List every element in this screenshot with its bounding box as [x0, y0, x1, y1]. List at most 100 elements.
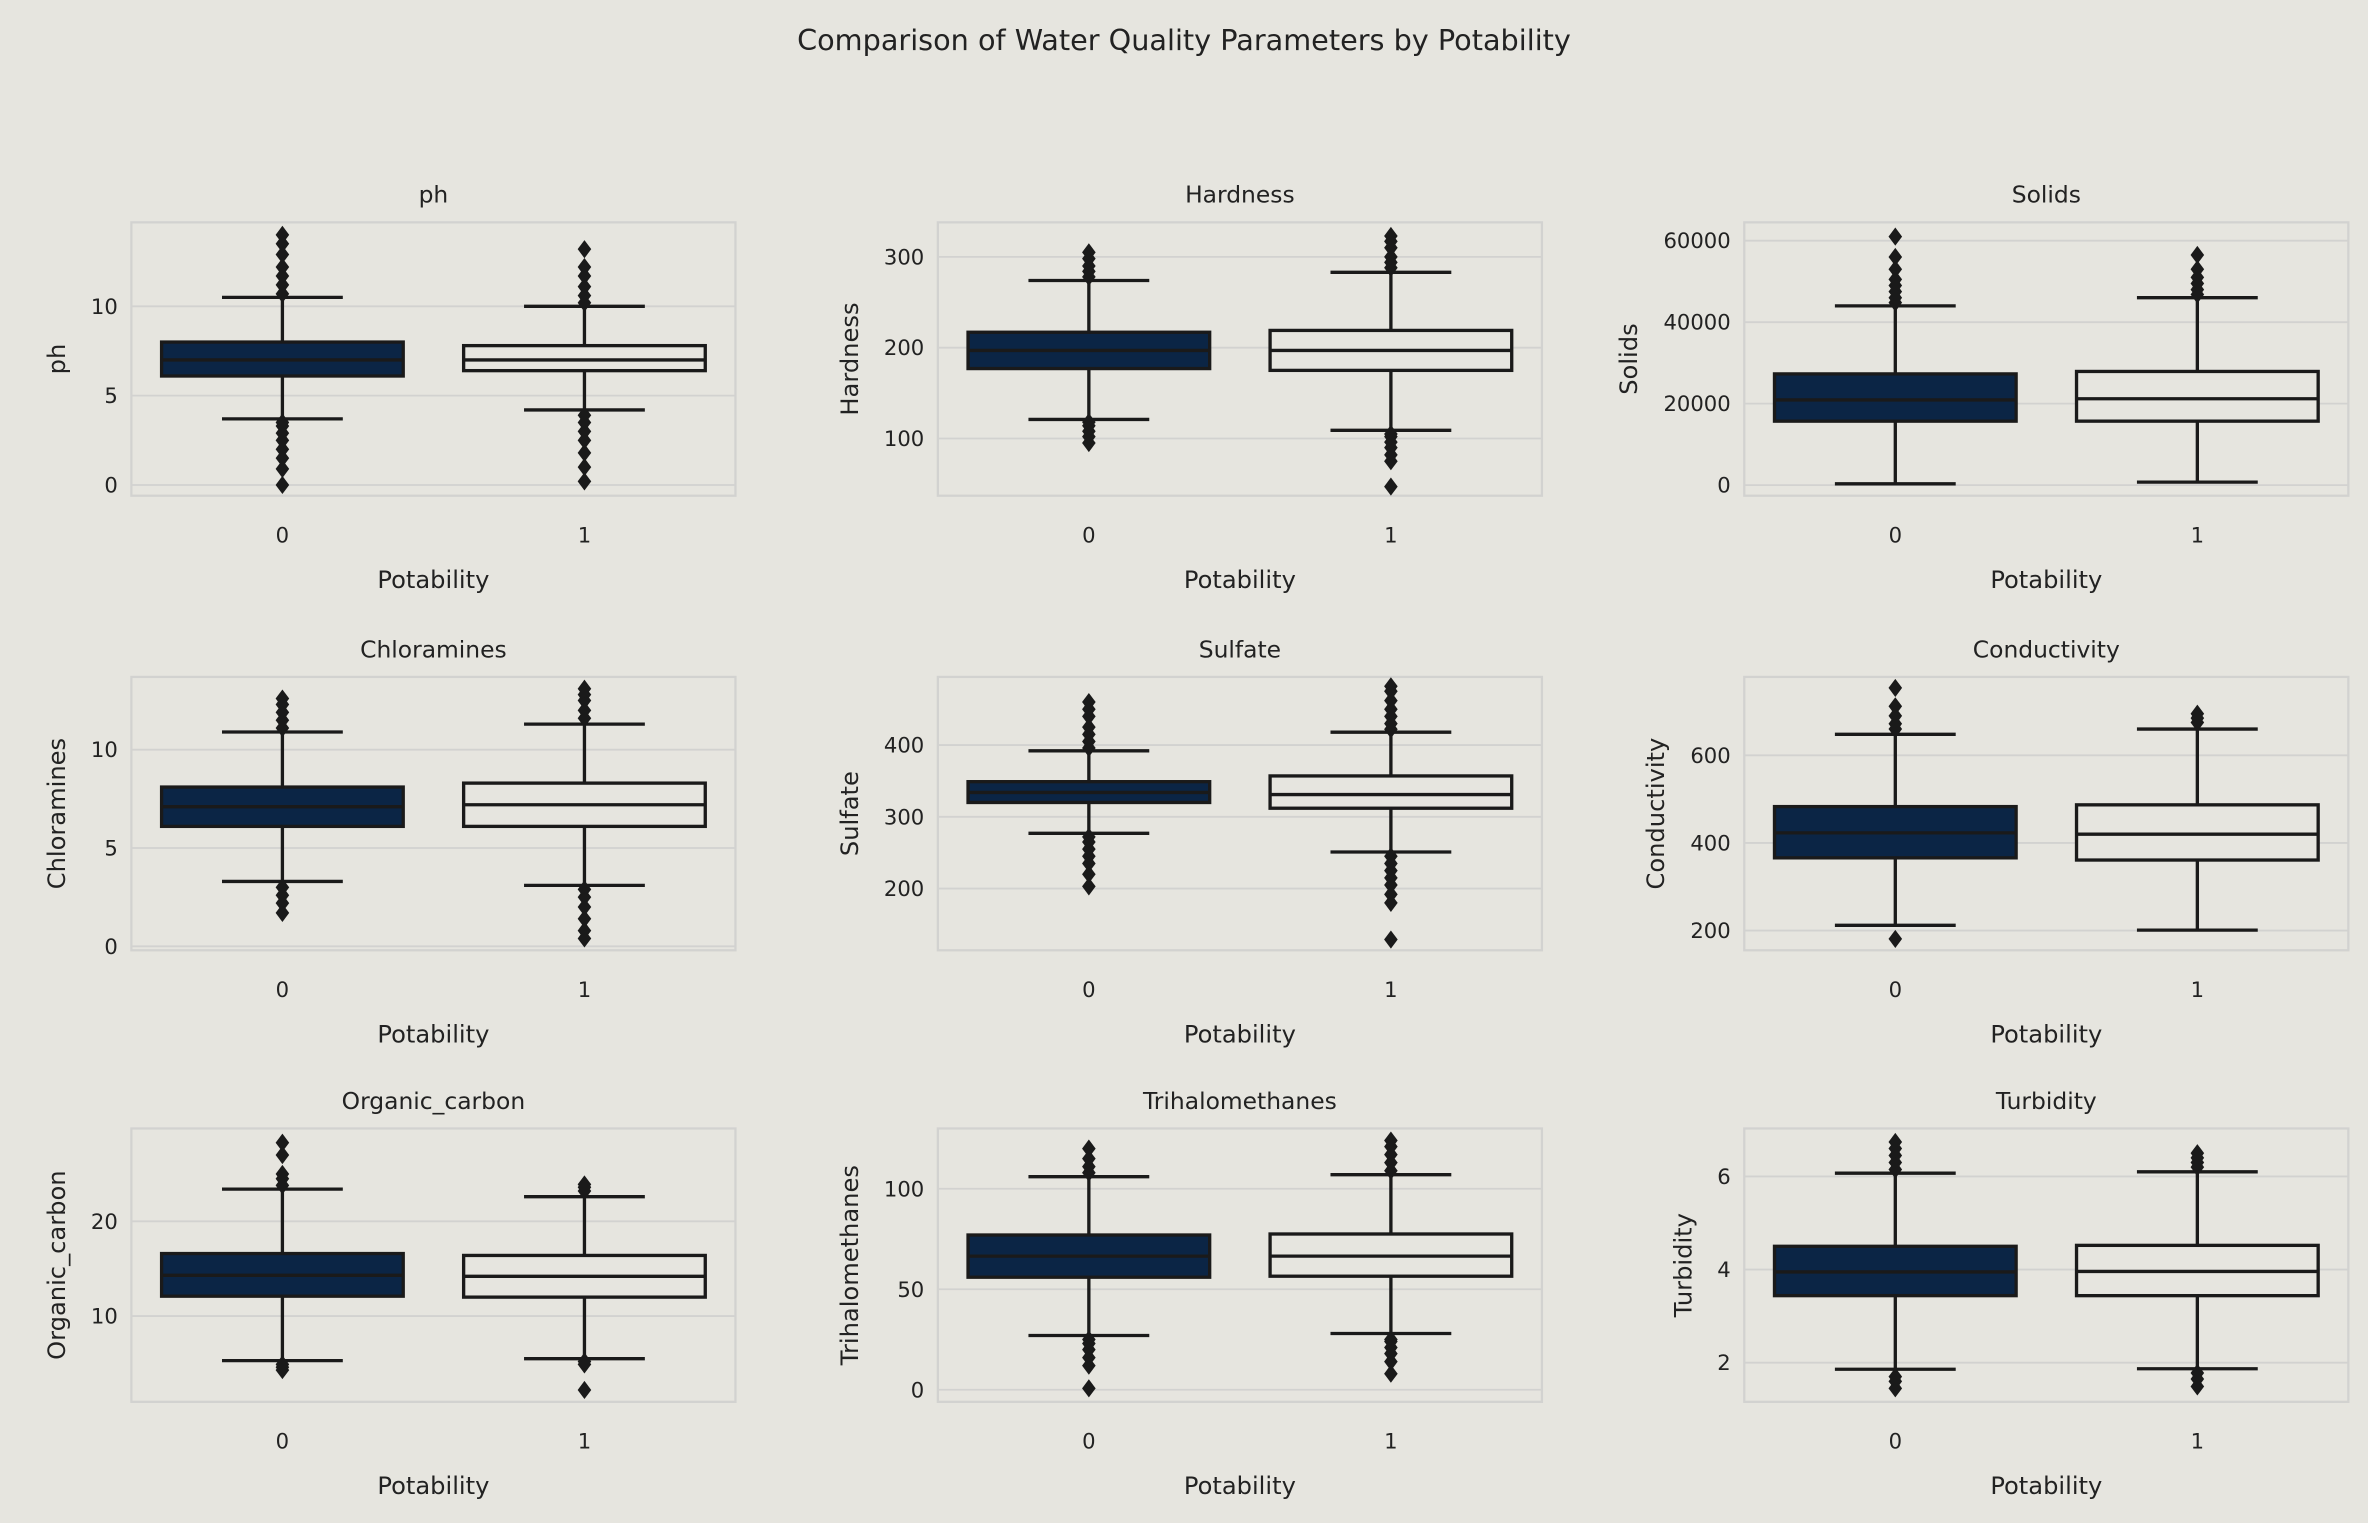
- outlier-point: [275, 1355, 290, 1374]
- box-potability-0: [1772, 678, 2018, 948]
- axes-frame: [1743, 675, 2350, 952]
- outlier-point: [1384, 424, 1398, 444]
- box-potability-0: [1772, 1132, 2018, 1398]
- outlier-point: [275, 689, 290, 708]
- y-axis-label: Trihalomethanes: [836, 1165, 864, 1366]
- x-axis-label: Potability: [1184, 1472, 1296, 1500]
- outlier-point: [1082, 413, 1096, 432]
- iqr-box: [461, 343, 707, 373]
- outlier-point: [577, 1380, 592, 1400]
- box-potability-1: [1268, 226, 1514, 496]
- subplot-chloramines: 0 5 10 Chloramines Chloramines Potability 0 1: [43, 635, 737, 1048]
- y-tick-label: 40000: [1663, 310, 1730, 335]
- x-axis-label: Potability: [1184, 566, 1296, 594]
- x-tick-label: 0: [276, 1429, 289, 1454]
- outlier-point: [577, 909, 592, 928]
- x-axis-label: Potability: [1990, 1472, 2102, 1500]
- outlier-point: [1384, 477, 1398, 496]
- box-potability-1: [461, 679, 707, 948]
- outlier-point: [1384, 1131, 1398, 1150]
- subplot-turbidity: 2 4 6 Turbidity Turbidity Potability 0 1: [1669, 1087, 2350, 1500]
- y-tick-label: 10: [91, 294, 118, 319]
- outlier-point: [577, 679, 592, 698]
- y-tick-label: 100: [884, 1176, 924, 1201]
- axes-frame: [130, 675, 737, 952]
- x-tick-label: 1: [578, 977, 591, 1002]
- outlier-point: [275, 225, 290, 244]
- outlier-point: [2190, 245, 2205, 265]
- axes-frame: [1743, 1127, 2350, 1403]
- x-tick-label: 0: [1889, 977, 1902, 1002]
- y-axis-label: Conductivity: [1642, 738, 1670, 890]
- x-tick-label: 1: [2191, 977, 2204, 1002]
- outlier-point: [1082, 827, 1096, 846]
- x-tick-label: 0: [1082, 523, 1095, 548]
- x-tick-label: 1: [578, 523, 591, 548]
- outlier-point: [275, 1145, 290, 1165]
- y-tick-label: 400: [884, 733, 924, 758]
- outlier-point: [1384, 1364, 1398, 1383]
- box-potability-1: [2074, 1144, 2320, 1396]
- x-tick-label: 1: [578, 1429, 591, 1454]
- box-potability-1: [2074, 704, 2320, 932]
- axes-frame: [936, 221, 1544, 497]
- y-axis-label: Chloramines: [43, 738, 71, 889]
- outlier-point: [1384, 930, 1398, 949]
- x-tick-label: 1: [1384, 977, 1397, 1002]
- outlier-point: [1082, 243, 1096, 262]
- outlier-point: [275, 475, 290, 495]
- axes-frame: [130, 1127, 737, 1403]
- outlier-point: [1082, 1139, 1096, 1158]
- outlier-point: [577, 472, 592, 491]
- outlier-point: [1082, 718, 1096, 737]
- y-tick-label: 0: [911, 1377, 924, 1402]
- outlier-point: [1888, 1367, 1903, 1386]
- subplot-hardness: 100 200 300 Hardness Hardness Potability 0 1: [836, 181, 1544, 594]
- y-axis-label: Sulfate: [836, 771, 864, 856]
- x-tick-label: 0: [276, 977, 289, 1002]
- y-tick-label: 4: [1717, 1257, 1730, 1282]
- subplot-title: Hardness: [1185, 181, 1295, 209]
- subplot-title: Trihalomethanes: [1142, 1087, 1337, 1115]
- box-potability-0: [966, 692, 1212, 896]
- outlier-point: [2190, 1363, 2205, 1383]
- x-tick-label: 0: [1082, 1429, 1095, 1454]
- y-tick-label: 10: [91, 1304, 118, 1329]
- x-tick-label: 0: [1889, 523, 1902, 548]
- x-axis-label: Potability: [377, 566, 489, 594]
- iqr-box: [1268, 774, 1514, 810]
- y-tick-label: 600: [1690, 743, 1730, 768]
- outlier-point: [577, 897, 592, 917]
- box-potability-1: [1268, 677, 1514, 949]
- y-tick-label: 60000: [1663, 228, 1730, 253]
- y-tick-label: 5: [104, 836, 117, 861]
- subplot-ph: 0 5 10 ph ph Potability 0 1: [43, 181, 737, 594]
- outlier-point: [275, 1133, 290, 1152]
- subplot-title: ph: [419, 181, 449, 209]
- y-tick-label: 50: [897, 1277, 924, 1302]
- outlier-point: [1384, 885, 1398, 904]
- y-axis-label: Organic_carbon: [43, 1170, 71, 1359]
- outlier-point: [577, 1175, 592, 1194]
- x-tick-label: 1: [2191, 1429, 2204, 1454]
- subplot-title: Turbidity: [1995, 1087, 2097, 1115]
- box-potability-0: [966, 243, 1212, 453]
- outlier-point: [1384, 1330, 1398, 1349]
- axes-frame: [1743, 221, 2350, 497]
- y-tick-label: 0: [104, 473, 117, 498]
- outlier-point: [2190, 1144, 2205, 1163]
- outlier-point: [275, 459, 290, 478]
- outlier-point: [1384, 691, 1398, 710]
- box-potability-1: [1268, 1131, 1514, 1383]
- y-tick-label: 10: [91, 737, 118, 762]
- y-tick-label: 20000: [1663, 391, 1730, 416]
- x-tick-label: 1: [1384, 523, 1397, 548]
- outlier-point: [1082, 877, 1096, 896]
- x-axis-label: Potability: [377, 1472, 489, 1500]
- outlier-point: [275, 1164, 290, 1184]
- outlier-point: [1082, 1330, 1096, 1349]
- outlier-point: [577, 443, 592, 462]
- box-potability-1: [2074, 245, 2320, 484]
- y-tick-label: 6: [1717, 1164, 1730, 1189]
- y-tick-label: 20: [91, 1209, 118, 1234]
